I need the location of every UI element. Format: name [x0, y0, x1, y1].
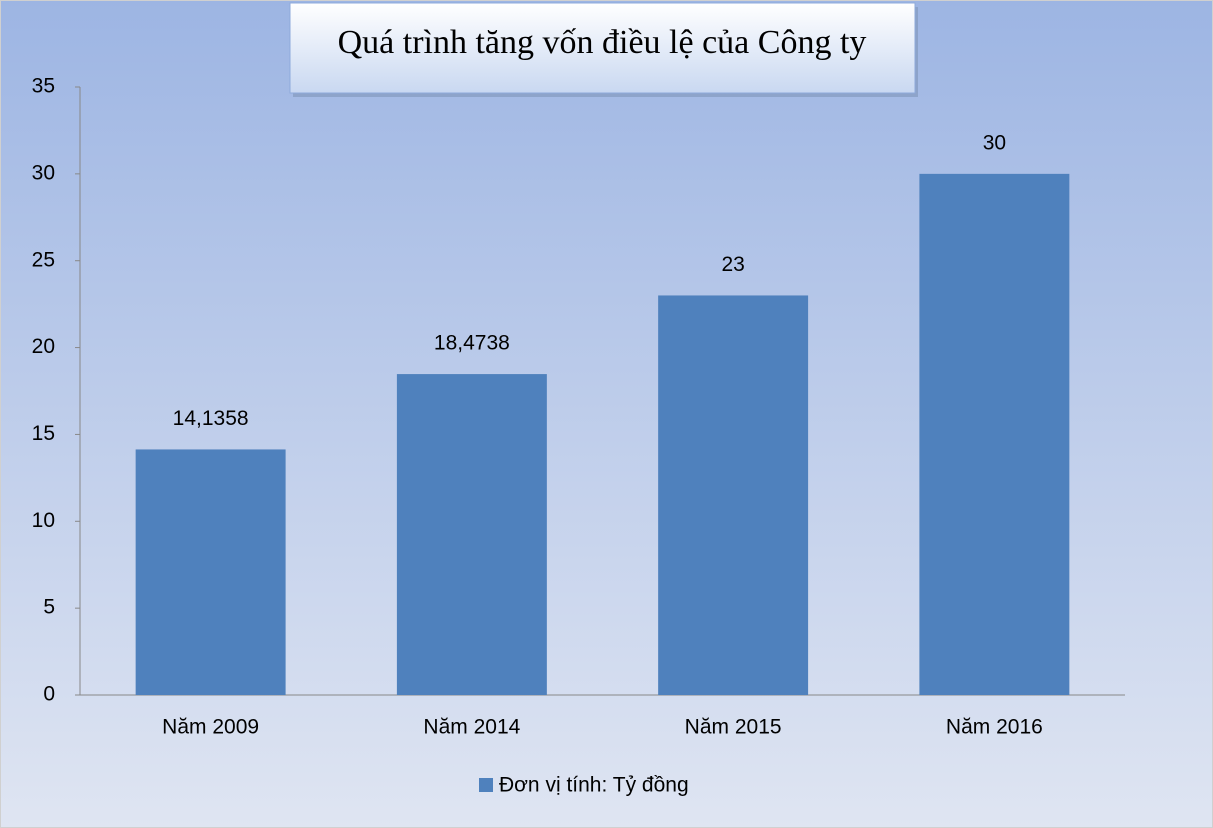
- y-tick-label: 30: [32, 161, 55, 184]
- y-tick-label: 15: [32, 422, 55, 445]
- bar: [396, 374, 547, 695]
- bar: [658, 295, 809, 695]
- x-tick-label: Năm 2016: [946, 716, 1043, 739]
- y-tick-label: 25: [32, 248, 55, 271]
- data-label: 23: [721, 253, 744, 276]
- x-tick-label: Năm 2009: [162, 716, 259, 739]
- bar: [919, 173, 1070, 695]
- y-tick-label: 5: [43, 596, 55, 619]
- chart-title: Quá trình tăng vốn điều lệ của Công ty: [338, 24, 867, 61]
- title-box: [289, 2, 916, 94]
- x-tick-label: Năm 2014: [423, 716, 520, 739]
- x-tick-label: Năm 2015: [685, 716, 782, 739]
- legend-label: Đơn vị tính: Tỷ đồng: [499, 774, 689, 797]
- data-label: 14,1358: [173, 407, 249, 430]
- y-tick-label: 20: [32, 335, 55, 358]
- data-label: 18,4738: [434, 332, 510, 355]
- y-tick-label: 35: [32, 75, 55, 98]
- y-tick-label: 0: [43, 683, 55, 706]
- bar: [135, 449, 286, 695]
- data-label: 30: [983, 131, 1006, 154]
- y-tick-label: 10: [32, 509, 55, 532]
- legend-swatch: [479, 778, 493, 792]
